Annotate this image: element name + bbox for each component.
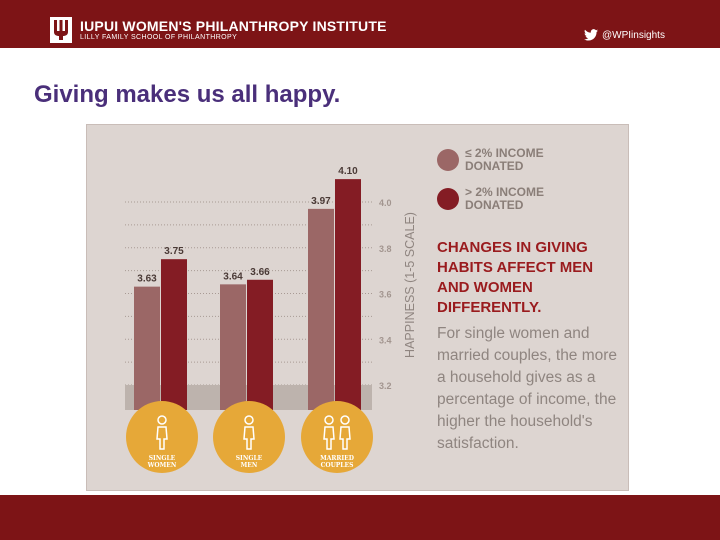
legend-item-high-giving: > 2% INCOME DONATED <box>437 186 575 212</box>
bar-value-label: 3.97 <box>311 196 331 207</box>
bar-single-men-low <box>220 284 246 410</box>
category-icon-label: MEN <box>241 462 258 469</box>
y-tick-label: 3.4 <box>379 335 392 345</box>
legend-label-high: > 2% INCOME DONATED <box>465 185 545 212</box>
category-icon-label: WOMEN <box>147 462 177 469</box>
bar-chart: 3.63 3.75 3.64 3.66 3.97 4.10 3.2 3.4 3.6 3.8 4.0… <box>125 166 417 473</box>
category-icon-label: SINGLE <box>236 455 263 462</box>
legend-item-low-giving: ≤ 2% INCOME DONATED <box>437 147 575 173</box>
bar-value-label: 4.10 <box>338 166 358 177</box>
bar-value-label: 3.75 <box>164 246 184 257</box>
y-tick-label: 4.0 <box>379 198 392 208</box>
school-logo-subtext: LILLY FAMILY SCHOOL OF PHILANTHROPY <box>80 34 238 41</box>
bar-single-women-high <box>161 259 187 410</box>
category-icon-circle <box>126 401 198 473</box>
institute-logo-text: IUPUI WOMEN'S PHILANTHROPY INSTITUTE <box>80 18 387 34</box>
category-icon-circle <box>213 401 285 473</box>
bar-single-women-low <box>134 286 160 410</box>
bar-value-label: 3.66 <box>250 267 270 278</box>
twitter-icon <box>584 29 598 41</box>
category-icon-circle <box>301 401 373 473</box>
infographic-headline: Changes in giving habits affect men and … <box>437 239 594 316</box>
category-icon-label: SINGLE <box>149 455 176 462</box>
category-icon-label: MARRIED <box>320 455 354 462</box>
slide-title: Giving makes us all happy. <box>34 81 341 108</box>
iu-trident-logo <box>50 17 72 43</box>
y-tick-label: 3.8 <box>379 244 392 254</box>
y-tick-label: 3.2 <box>379 381 392 391</box>
person-icon <box>323 415 335 450</box>
person-icon <box>243 415 255 450</box>
bar-value-label: 3.64 <box>223 271 243 282</box>
category-icon-label: COUPLES <box>321 462 354 469</box>
person-icon <box>156 415 168 450</box>
bar-married-couples-low <box>308 208 334 410</box>
legend-label-low: ≤ 2% INCOME DONATED <box>465 146 544 173</box>
person-icon <box>339 415 351 450</box>
infographic-body-text: For single women and married couples, th… <box>437 325 618 452</box>
twitter-handle[interactable]: @WPIinsights <box>602 30 665 41</box>
infographic-panel: 3.63 3.75 3.64 3.66 3.97 4.10 3.2 3.4 3.6 3.8 4.0… <box>86 124 629 491</box>
y-axis-label: HAPPINESS (1-5 SCALE) <box>403 212 417 358</box>
bar-single-men-high <box>247 279 273 410</box>
header-bar: IUPUI WOMEN'S PHILANTHROPY INSTITUTE LIL… <box>0 0 720 48</box>
bar-value-label: 3.63 <box>137 274 157 285</box>
legend-swatch-low <box>437 149 459 171</box>
y-tick-label: 3.6 <box>379 290 392 300</box>
footer-bar <box>0 495 720 540</box>
bar-married-couples-high <box>335 179 361 410</box>
legend-swatch-high <box>437 188 459 210</box>
